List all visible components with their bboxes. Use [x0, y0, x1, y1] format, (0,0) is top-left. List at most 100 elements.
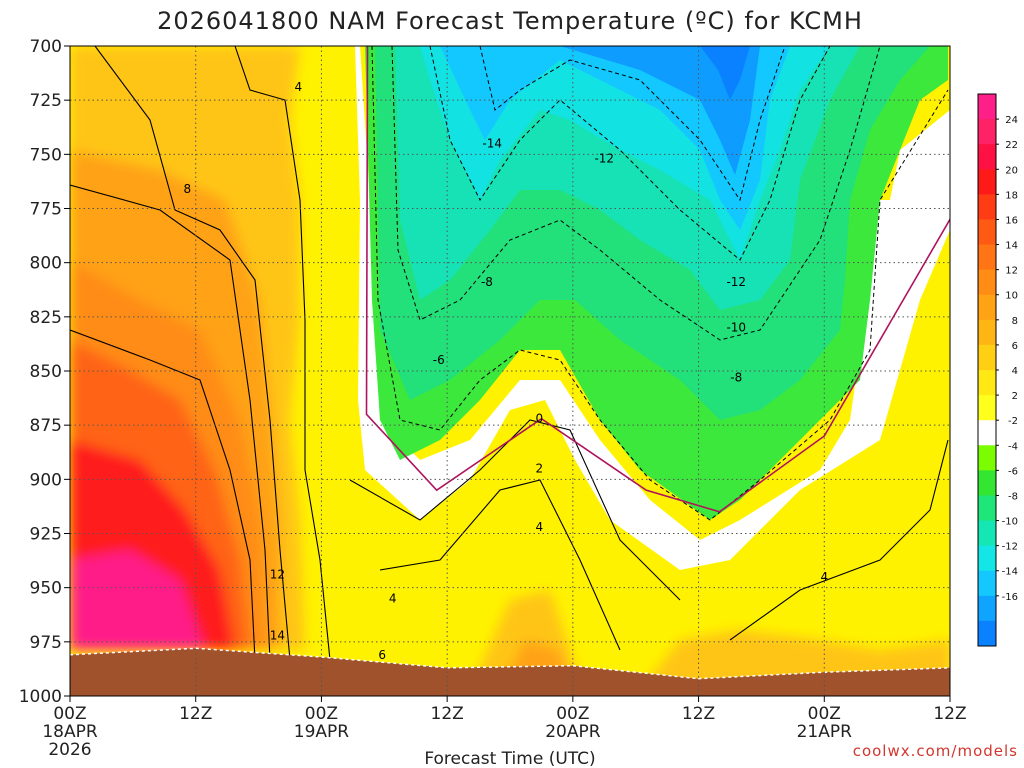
- colorbar-label: 6: [1012, 341, 1018, 352]
- colorbar-label: -14: [1002, 567, 1018, 578]
- colorbar-swatch: [978, 144, 996, 170]
- plot-area: [70, 46, 950, 696]
- y-tick-label: 925: [30, 525, 62, 545]
- contour-label: 4: [536, 520, 544, 534]
- contour-line: [349, 419, 681, 601]
- colorbar-swatch: [978, 595, 996, 622]
- x-tick-label: 00Z: [53, 704, 86, 724]
- colorbar-swatch: [978, 370, 996, 396]
- colorbar-label: 4: [1012, 366, 1018, 377]
- contour-line: [234, 46, 331, 661]
- colorbar-label: -6: [1008, 466, 1018, 477]
- chart-title: 2026041800 NAM Forecast Temperature (ºC)…: [157, 7, 863, 35]
- y-tick-label: 750: [30, 145, 62, 165]
- x-tick-date: 19APR: [294, 722, 350, 742]
- contour-label: -14: [482, 137, 502, 151]
- contour-label: -6: [433, 353, 445, 367]
- y-tick-label: 800: [30, 254, 62, 274]
- colorbar-swatch: [978, 545, 996, 572]
- x-tick-date: 18APR: [42, 722, 98, 742]
- contour-line: [371, 46, 949, 521]
- y-tick-label: 850: [30, 362, 62, 382]
- colorbar-label: 20: [1005, 165, 1018, 176]
- colorbar-swatch: [978, 94, 996, 120]
- fill-cold-minus-14: [560, 46, 760, 175]
- y-tick-label: 975: [30, 633, 62, 653]
- colorbar-label: -16: [1002, 592, 1018, 603]
- y-tick-label: 775: [30, 200, 62, 220]
- x-tick-label: 00Z: [305, 704, 338, 724]
- colorbar-swatch: [978, 344, 996, 371]
- ground-surface: [70, 648, 950, 696]
- colorbar-label: -2: [1008, 416, 1018, 427]
- contour-line: [70, 184, 271, 661]
- colorbar-swatch: [978, 420, 996, 446]
- credit-link[interactable]: coolwx.com/models: [853, 742, 1018, 760]
- contour-label: 0: [536, 412, 544, 426]
- contour-line: [379, 479, 621, 651]
- contour-label: 14: [270, 628, 285, 642]
- y-tick-label: 725: [30, 91, 62, 111]
- colorbar-swatch: [978, 620, 996, 647]
- x-tick-year: 2026: [48, 740, 91, 760]
- contour-label: 6: [378, 648, 386, 662]
- contour-label: 8: [184, 182, 192, 196]
- contour-line: [729, 439, 949, 641]
- contour-label: 4: [820, 570, 828, 584]
- colorbar-label: 14: [1005, 241, 1018, 252]
- x-tick-date: 21APR: [797, 722, 853, 742]
- contour-label: 12: [270, 568, 285, 582]
- x-tick-date: 20APR: [545, 722, 601, 742]
- ground-surface-edge: [70, 647, 950, 680]
- contour-label: -8: [730, 371, 742, 385]
- y-tick-label: 900: [30, 470, 62, 490]
- fill-near-zero-band: [335, 46, 950, 570]
- y-axis: 700 725 750 775 800 825 850 875 900 925 950 975 1000: [19, 37, 70, 707]
- contour-label: -12: [594, 152, 614, 166]
- colorbar-label: 10: [1005, 291, 1018, 302]
- colorbar-label: 2: [1012, 391, 1018, 402]
- colorbar-swatch: [978, 169, 996, 195]
- x-tick-label: 12Z: [933, 704, 966, 724]
- contour-label: -12: [726, 275, 746, 289]
- fill-band-20: [70, 550, 205, 650]
- colorbar-label: 16: [1005, 215, 1018, 226]
- colorbar-swatch: [978, 395, 996, 421]
- y-tick-label: 825: [30, 308, 62, 328]
- colorbar-label: -4: [1008, 441, 1018, 452]
- colorbar-label: 12: [1005, 266, 1018, 277]
- contour-labels: 4 8 -14 -12 -8 -12 -10 -6 -8 0 2 4 12 4 4 14 6: [184, 80, 829, 662]
- temperature-fill: [70, 46, 950, 696]
- colorbar-label: -8: [1008, 491, 1018, 502]
- colorbar-label: 24: [1005, 115, 1018, 126]
- zero-degree-isotherm: [365, 46, 950, 513]
- x-tick-label: 12Z: [682, 704, 715, 724]
- x-tick-label: 12Z: [179, 704, 212, 724]
- contour-label: 4: [295, 80, 303, 94]
- y-tick-label: 700: [30, 37, 62, 57]
- colorbar-swatch: [978, 470, 996, 496]
- y-tick-label: 950: [30, 579, 62, 599]
- contour-lines-dashed: [371, 46, 949, 521]
- contour-line: [94, 46, 291, 661]
- colorbar-swatch: [978, 119, 996, 145]
- colorbar-label: 8: [1012, 316, 1018, 327]
- contour-label: 4: [389, 592, 397, 606]
- contour-label: 2: [536, 462, 544, 476]
- colorbar-swatch: [978, 269, 996, 296]
- colorbar-label: 18: [1005, 190, 1018, 201]
- y-tick-label: 1000: [19, 687, 62, 707]
- colorbar-swatch: [978, 294, 996, 321]
- colorbar-swatch: [978, 244, 996, 271]
- contour-line: [429, 46, 831, 261]
- x-tick-label: 00Z: [556, 704, 589, 724]
- colorbar-label: 22: [1005, 140, 1018, 151]
- contour-label: -8: [481, 275, 493, 289]
- colorbar-swatch: [978, 194, 996, 220]
- contour-label: -10: [726, 321, 746, 335]
- colorbar-label: -12: [1002, 542, 1018, 553]
- colorbar-label: -10: [1002, 517, 1018, 528]
- fill-cold-minus-16: [700, 46, 750, 100]
